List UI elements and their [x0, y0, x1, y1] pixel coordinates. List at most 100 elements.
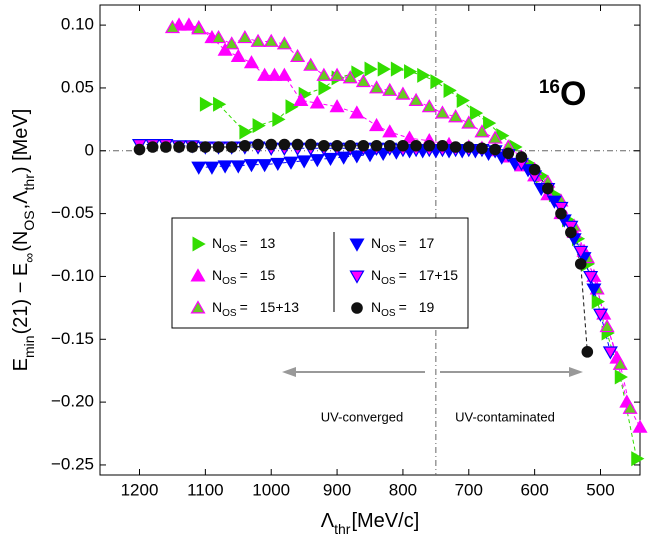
point — [390, 61, 405, 77]
legend-name: 15+13 — [260, 299, 300, 315]
x-tick-label: 500 — [586, 480, 614, 499]
legend-name: 17 — [419, 235, 435, 251]
legend-label: NOS = 15 — [212, 267, 276, 287]
point — [199, 141, 212, 153]
isotope-mass: 16 — [539, 77, 560, 98]
point — [250, 33, 266, 47]
point — [349, 150, 365, 164]
legend-name: 15 — [260, 267, 276, 283]
legend-sub: OS — [381, 276, 396, 287]
legend — [171, 217, 469, 329]
y-axis-label: Emin(21) − E∞(NOS,Λthr) [MeV] — [10, 109, 36, 372]
x-tick-label: 1200 — [121, 480, 159, 499]
point — [375, 147, 391, 161]
point — [239, 139, 251, 152]
legend-marker — [190, 300, 206, 314]
point — [573, 245, 589, 260]
point — [369, 80, 385, 94]
point — [303, 57, 319, 71]
point — [631, 451, 645, 467]
point — [383, 139, 396, 152]
point — [357, 139, 370, 152]
point — [285, 99, 299, 115]
legend-sub: OS — [222, 308, 237, 319]
point — [225, 141, 238, 153]
point — [239, 124, 253, 140]
point — [417, 67, 431, 83]
region-label: UV-converged — [321, 409, 403, 424]
legend-name: 19 — [419, 299, 435, 315]
y-axis-label-part: (21) − E — [10, 263, 32, 335]
point — [364, 61, 378, 77]
point — [515, 151, 528, 163]
point — [278, 138, 291, 151]
point — [318, 139, 330, 152]
point — [443, 82, 457, 98]
point — [329, 67, 345, 81]
point — [574, 258, 587, 270]
point — [230, 48, 246, 62]
point — [461, 115, 477, 129]
point — [423, 139, 436, 152]
point — [316, 67, 332, 81]
point — [421, 99, 437, 113]
point — [133, 143, 146, 156]
point — [382, 82, 398, 96]
legend-label: NOS = 19 — [371, 299, 435, 319]
x-tick-label: 800 — [389, 480, 417, 499]
legend-marker — [349, 270, 365, 284]
point — [456, 92, 470, 109]
legend-label: NOS = 13 — [212, 235, 276, 255]
point — [252, 118, 266, 134]
region-arrows — [282, 367, 583, 377]
x-axis-label-part: Λ — [321, 510, 335, 532]
point — [489, 143, 501, 156]
point — [344, 139, 357, 152]
point — [283, 156, 299, 170]
point — [602, 346, 618, 360]
point — [612, 356, 628, 370]
point — [237, 29, 253, 44]
point — [304, 138, 317, 151]
point — [565, 226, 577, 239]
point — [272, 111, 286, 127]
y-axis-label-part: OS — [21, 210, 37, 230]
y-tick-label: 0.05 — [61, 77, 94, 96]
legend-marker — [192, 236, 206, 252]
plot-layer — [100, 5, 648, 475]
point — [448, 109, 464, 123]
legend-symbol: N — [212, 299, 222, 315]
point — [528, 163, 541, 176]
point — [401, 130, 418, 144]
point — [164, 19, 180, 34]
y-axis-label-part: ∞ — [21, 253, 37, 263]
point — [213, 96, 227, 112]
legend-sub: OS — [381, 244, 396, 255]
point — [377, 61, 391, 77]
y-axis-label-part: thr — [21, 174, 37, 191]
legend-label: NOS = 17+15 — [371, 267, 458, 287]
y-tick-label: 0.10 — [61, 15, 94, 34]
point — [349, 105, 365, 119]
x-tick-label: 900 — [323, 480, 351, 499]
point — [329, 99, 345, 113]
point — [217, 160, 233, 174]
point — [614, 369, 628, 385]
legend-marker — [349, 238, 365, 252]
x-tick-label: 1000 — [252, 480, 290, 499]
point — [212, 141, 225, 153]
point — [243, 159, 259, 173]
point — [211, 29, 227, 44]
point — [191, 161, 207, 175]
point — [191, 21, 207, 35]
y-tick-label: −0.05 — [51, 203, 94, 222]
point — [362, 149, 378, 163]
point — [502, 147, 515, 160]
legend-label: NOS = 17 — [371, 235, 435, 255]
x-tick-label: 700 — [455, 480, 483, 499]
point — [599, 319, 615, 333]
y-tick-label: −0.20 — [51, 392, 94, 411]
point — [355, 73, 371, 88]
point — [318, 80, 332, 96]
legend-symbol: N — [212, 235, 222, 251]
